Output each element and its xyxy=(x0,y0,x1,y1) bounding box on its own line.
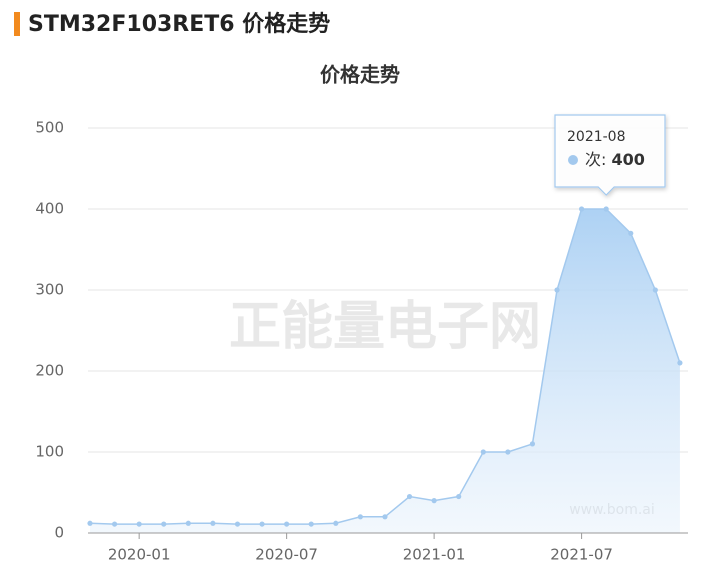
point xyxy=(308,521,314,527)
point xyxy=(210,520,216,526)
point xyxy=(333,520,339,526)
point xyxy=(259,521,265,527)
point xyxy=(603,206,609,212)
point xyxy=(357,514,363,520)
tooltip-value: 次: 400 xyxy=(585,150,645,169)
x-tick-label: 2020-01 xyxy=(108,546,171,564)
x-tick-label: 2021-07 xyxy=(550,546,613,564)
y-tick-label: 400 xyxy=(35,200,64,218)
tooltip xyxy=(554,114,666,196)
y-tick-label: 0 xyxy=(54,524,64,542)
x-tick-label: 2020-07 xyxy=(255,546,318,564)
point xyxy=(406,493,413,500)
title-accent xyxy=(14,12,20,36)
point xyxy=(554,287,560,293)
point xyxy=(87,520,93,526)
point xyxy=(234,521,241,527)
point xyxy=(284,521,290,527)
tooltip-series: 次 xyxy=(585,150,601,169)
point xyxy=(652,287,658,293)
tooltip-number: 400 xyxy=(612,150,645,169)
tooltip-sep: : xyxy=(601,150,611,169)
point xyxy=(456,493,462,500)
tooltip-category: 2021-08 xyxy=(567,129,626,145)
point xyxy=(480,449,486,455)
point xyxy=(161,521,167,527)
y-tick-label: 200 xyxy=(35,362,64,380)
y-tick-label: 500 xyxy=(35,119,64,137)
point xyxy=(111,521,118,527)
point xyxy=(185,520,191,526)
point xyxy=(136,521,142,527)
point xyxy=(677,360,683,366)
point xyxy=(579,206,585,212)
y-tick-label: 300 xyxy=(35,281,64,299)
point xyxy=(382,514,388,520)
page-title: STM32F103RET6 价格走势 xyxy=(28,11,330,37)
watermark: 正能量电子网 xyxy=(229,297,541,357)
tooltip-swatch xyxy=(568,155,578,165)
point xyxy=(628,230,634,236)
point xyxy=(431,498,437,504)
area xyxy=(90,209,680,533)
point xyxy=(505,449,511,455)
x-tick-label: 2021-01 xyxy=(403,546,466,564)
chart-title: 价格走势 xyxy=(320,63,400,87)
point xyxy=(529,441,536,447)
y-tick-label: 100 xyxy=(35,443,64,461)
